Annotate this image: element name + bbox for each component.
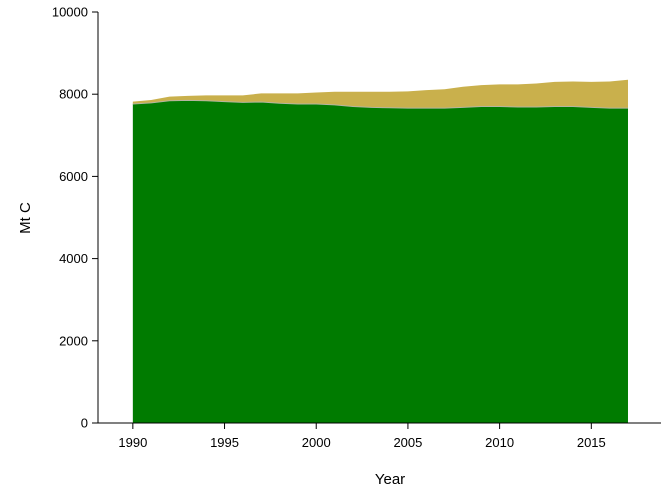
- x-tick-label-2005: 2005: [393, 435, 422, 450]
- area-series-1: [132, 100, 628, 424]
- y-tick-label-0: 0: [81, 416, 88, 431]
- x-tick-label-2000: 2000: [302, 435, 331, 450]
- area-series-group: [132, 79, 628, 424]
- x-tick-label-2010: 2010: [485, 435, 514, 450]
- axes-group: 0 2000 4000 6000 8000 10000 1990 1995 2000 2005 20…: [52, 5, 661, 450]
- x-axis-title: Year: [375, 471, 405, 488]
- area-series-2: [132, 79, 628, 109]
- x-tick-label-1995: 1995: [210, 435, 239, 450]
- y-tick-label-2000: 2000: [59, 333, 88, 348]
- x-tick-label-2015: 2015: [577, 435, 606, 450]
- y-tick-label-6000: 6000: [59, 169, 88, 184]
- y-tick-label-4000: 4000: [59, 251, 88, 266]
- x-tick-label-1990: 1990: [118, 435, 147, 450]
- series-boundary-line: [132, 99, 628, 109]
- y-tick-label-8000: 8000: [59, 87, 88, 102]
- y-axis-title: Mt C: [17, 202, 34, 234]
- y-tick-label-10000: 10000: [52, 5, 88, 20]
